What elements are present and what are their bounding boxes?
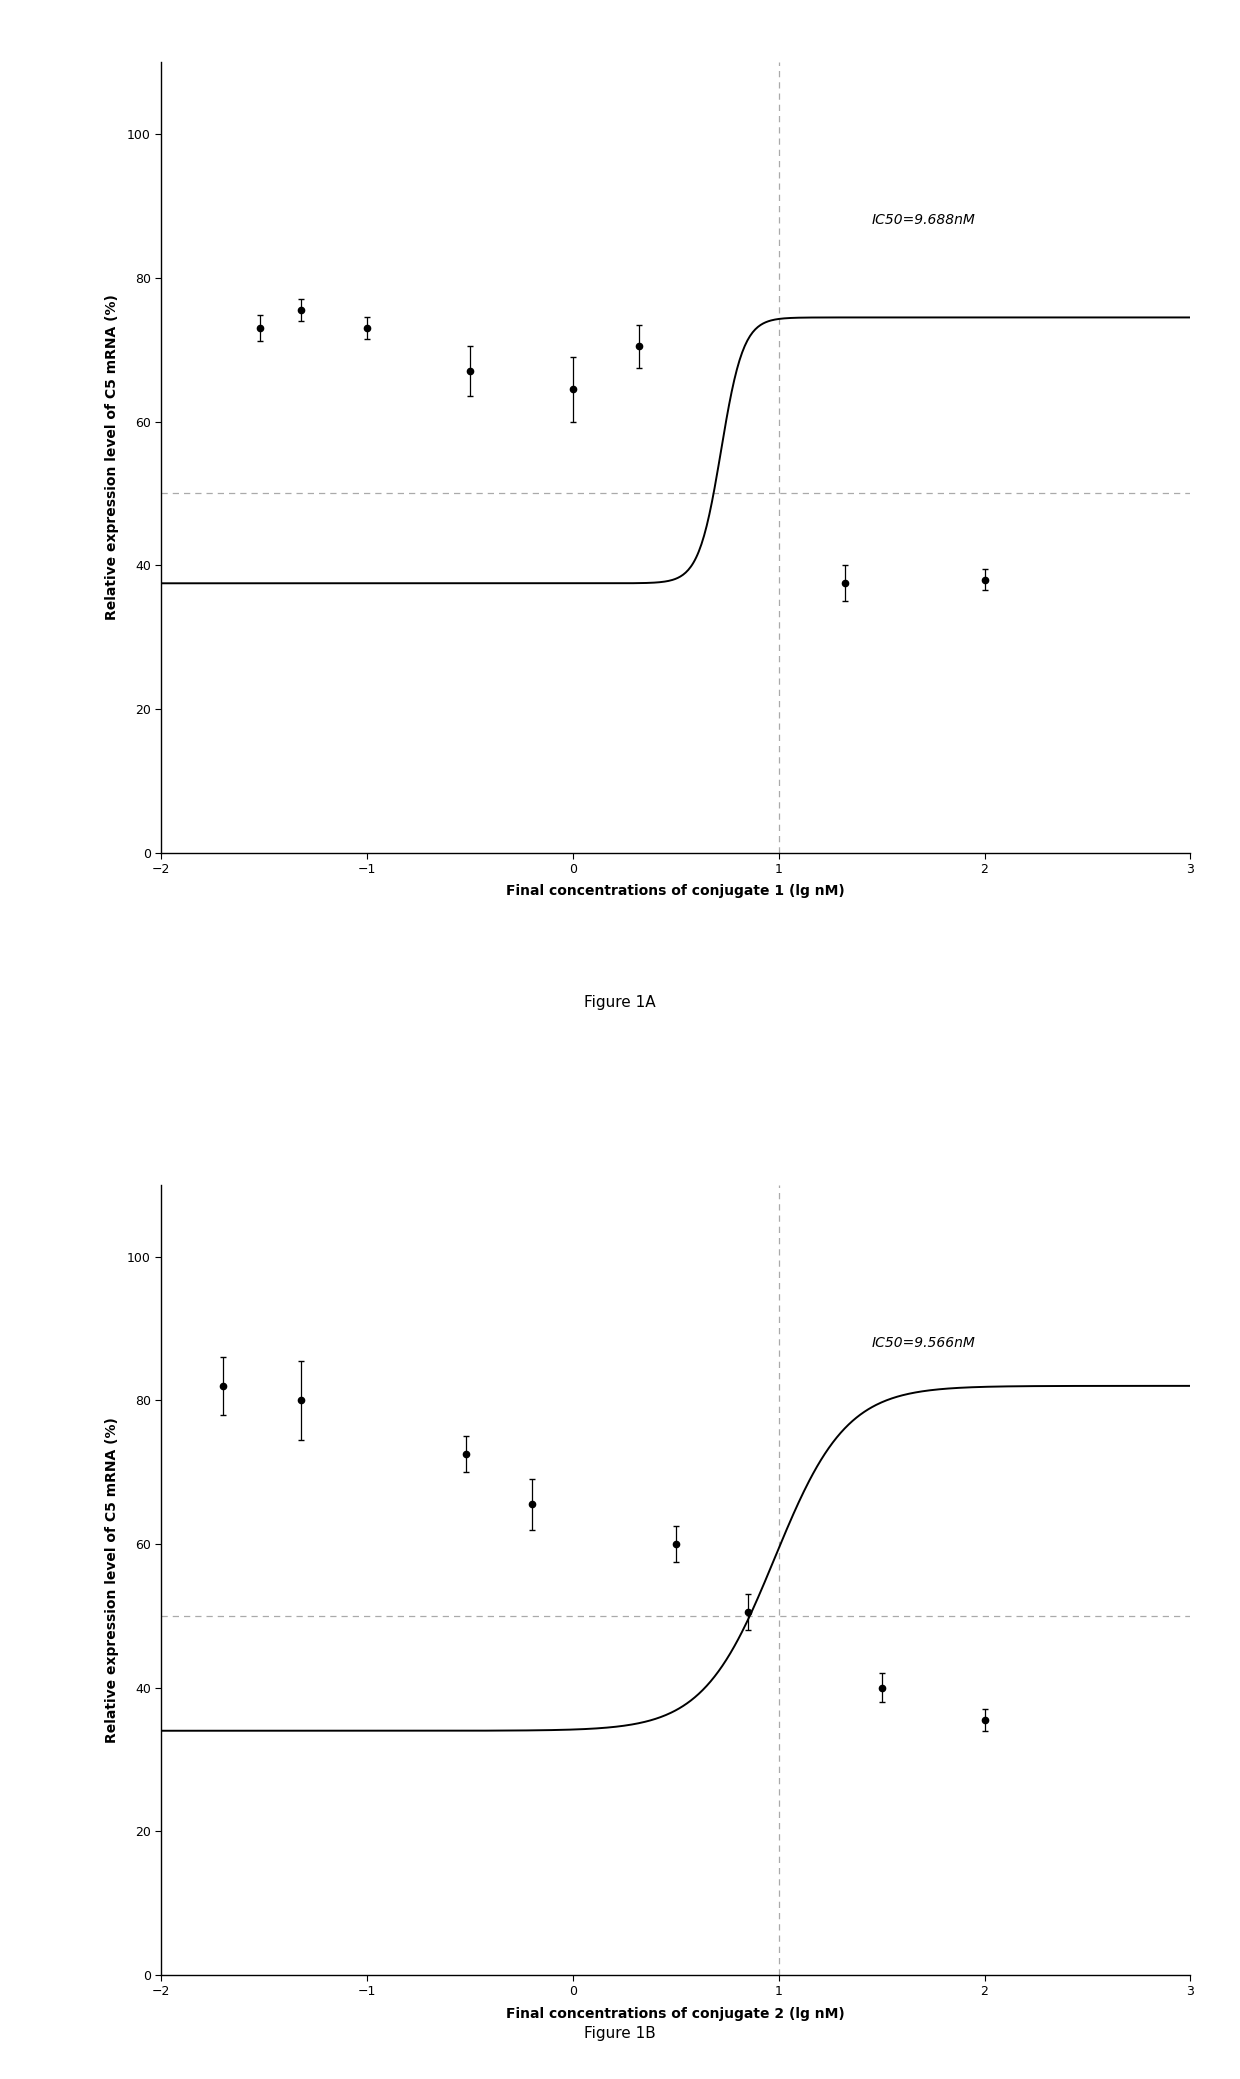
Text: IC50=9.688nM: IC50=9.688nM bbox=[872, 214, 975, 227]
Y-axis label: Relative expression level of C5 mRNA (%): Relative expression level of C5 mRNA (%) bbox=[104, 295, 119, 620]
Text: Figure 1A: Figure 1A bbox=[584, 994, 656, 1010]
Text: IC50=9.566nM: IC50=9.566nM bbox=[872, 1337, 975, 1349]
X-axis label: Final concentrations of conjugate 1 (lg nM): Final concentrations of conjugate 1 (lg … bbox=[506, 884, 846, 898]
Y-axis label: Relative expression level of C5 mRNA (%): Relative expression level of C5 mRNA (%) bbox=[104, 1418, 119, 1742]
Text: Figure 1B: Figure 1B bbox=[584, 2025, 656, 2042]
X-axis label: Final concentrations of conjugate 2 (lg nM): Final concentrations of conjugate 2 (lg … bbox=[506, 2006, 846, 2021]
